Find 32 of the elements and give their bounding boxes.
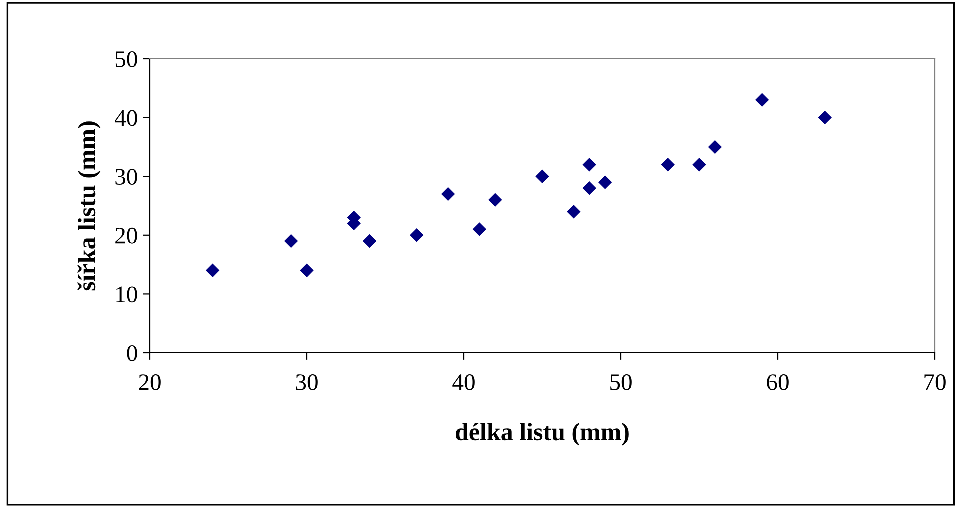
y-tick-label: 0 bbox=[127, 345, 138, 362]
point bbox=[206, 264, 220, 278]
point bbox=[756, 94, 769, 107]
y-axis-title: šířka listu (mm) bbox=[78, 122, 101, 291]
point bbox=[473, 222, 486, 236]
x-tick-label: 30 bbox=[296, 374, 318, 390]
y-tick-label: 30 bbox=[116, 169, 138, 186]
point bbox=[410, 228, 424, 242]
point bbox=[442, 188, 455, 201]
x-tick-label: 40 bbox=[452, 374, 475, 390]
point bbox=[818, 111, 832, 124]
point bbox=[300, 264, 314, 278]
y-tick-label: 40 bbox=[115, 110, 138, 126]
point bbox=[598, 176, 612, 190]
point bbox=[662, 158, 675, 172]
x-tick-label: 70 bbox=[924, 374, 946, 390]
point bbox=[567, 205, 580, 218]
x-axis-title: délka listu (mm) bbox=[456, 423, 629, 446]
y-tick-label: 50 bbox=[116, 51, 138, 68]
point bbox=[692, 158, 706, 172]
point bbox=[708, 140, 722, 154]
point bbox=[284, 234, 298, 248]
point bbox=[536, 170, 550, 184]
point bbox=[363, 234, 376, 248]
x-tick-label: 60 bbox=[767, 374, 789, 390]
x-tick-label: 20 bbox=[139, 374, 161, 390]
point bbox=[488, 194, 502, 207]
point bbox=[583, 158, 596, 172]
y-tick-label: 20 bbox=[116, 228, 138, 244]
x-tick-label: 50 bbox=[610, 374, 632, 390]
point bbox=[583, 182, 596, 195]
y-tick-label: 10 bbox=[116, 286, 138, 303]
